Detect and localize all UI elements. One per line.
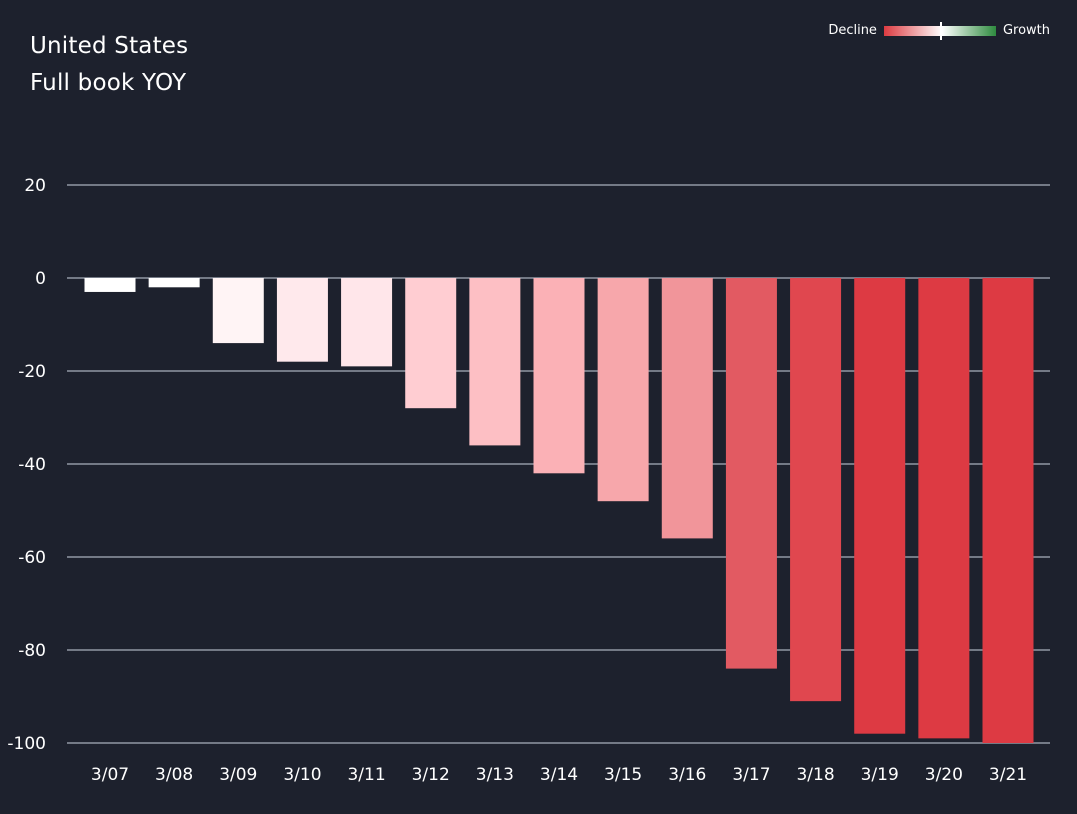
x-tick-label: 3/20 [925, 765, 963, 785]
x-tick-label: 3/14 [540, 765, 578, 785]
y-axis-ticks: 20 0 -20 -40 -60 -80 -100 [7, 176, 46, 754]
bar-3-17 [725, 278, 777, 669]
y-tick-label: -20 [18, 362, 46, 382]
legend-center-marker [939, 21, 942, 40]
y-tick-label: -100 [7, 734, 46, 754]
y-tick-label: 20 [24, 176, 46, 196]
bar-3-18 [790, 278, 842, 702]
y-tick-label: -40 [18, 455, 46, 475]
x-tick-label: 3/12 [412, 765, 450, 785]
bar-3-19 [854, 278, 906, 734]
bar-3-10 [276, 278, 328, 362]
x-tick-label: 3/13 [476, 765, 514, 785]
chart-title-block: United States Full book YOY [30, 28, 188, 102]
x-tick-label: 3/15 [604, 765, 642, 785]
chart-title: United States [30, 33, 189, 59]
bar-3-09 [212, 278, 264, 344]
x-tick-label: 3/10 [283, 765, 321, 785]
chart-subtitle: Full book YOY [30, 70, 187, 96]
bar-3-11 [341, 278, 393, 367]
x-tick-label: 3/18 [796, 765, 834, 785]
x-tick-label: 3/19 [861, 765, 899, 785]
bar-3-12 [405, 278, 457, 409]
x-tick-label: 3/07 [91, 765, 129, 785]
x-tick-label: 3/16 [668, 765, 706, 785]
bar-3-20 [918, 278, 970, 739]
y-tick-label: 0 [35, 269, 46, 289]
x-tick-label: 3/09 [219, 765, 257, 785]
bar-3-15 [597, 278, 649, 502]
bar-3-16 [661, 278, 713, 539]
bars [84, 278, 1034, 743]
y-tick-label: -80 [18, 641, 46, 661]
x-tick-label: 3/08 [155, 765, 193, 785]
legend-gradient-bar [883, 21, 996, 40]
x-tick-label: 3/21 [989, 765, 1027, 785]
legend-decline-label: Decline [828, 23, 877, 38]
bar-3-14 [533, 278, 585, 474]
x-tick-label: 3/11 [347, 765, 385, 785]
color-legend: Decline Growth [828, 21, 1050, 40]
bar-3-13 [469, 278, 521, 446]
legend-growth-label: Growth [1002, 23, 1050, 38]
bar-3-21 [982, 278, 1034, 743]
bar-3-08 [148, 278, 200, 288]
x-tick-label: 3/17 [732, 765, 770, 785]
x-axis-labels: 3/07 3/08 3/09 3/10 3/11 3/12 3/13 3/14 3/15 3/16… [91, 765, 1027, 785]
y-tick-label: -60 [18, 548, 46, 568]
bar-3-07 [84, 278, 136, 292]
